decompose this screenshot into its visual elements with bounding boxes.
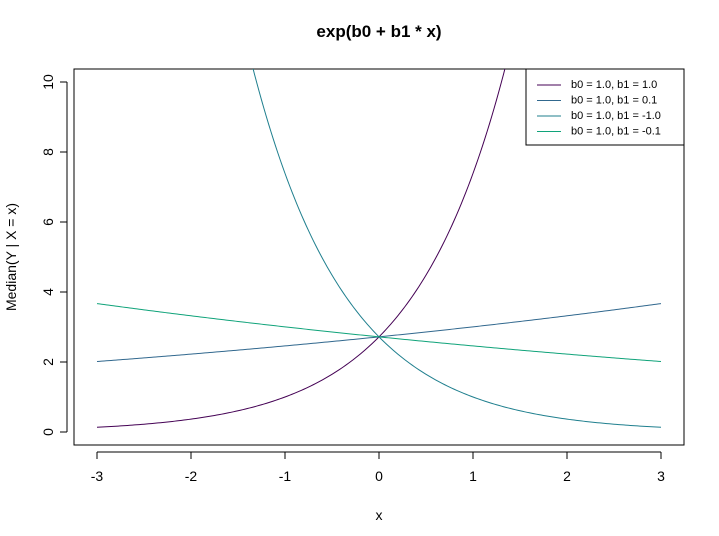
legend-box (525, 68, 685, 146)
x-tick-label: -2 (185, 468, 198, 484)
series-line-2 (96, 303, 662, 363)
x-tick-label: 2 (563, 468, 571, 484)
x-tick-label: -3 (91, 468, 104, 484)
y-tick-label: 8 (40, 148, 56, 156)
legend: b0 = 1.0, b1 = 1.0 b0 = 1.0, b1 = 0.1 b0 =… (525, 68, 685, 146)
y-tick-label: 2 (40, 358, 56, 366)
x-tick-label: 0 (375, 468, 383, 484)
legend-label-1: b0 = 1.0, b1 = 1.0 (571, 79, 657, 91)
series-line-3 (252, 69, 662, 428)
x-tick-label: 1 (469, 468, 477, 484)
y-axis: 0 2 4 6 8 10 (40, 74, 68, 436)
legend-label-4: b0 = 1.0, b1 = -0.1 (571, 126, 661, 138)
plot-area-frame (73, 68, 685, 446)
y-tick-label: 0 (40, 428, 56, 436)
chart-title: exp(b0 + b1 * x) (316, 22, 441, 41)
series-line-1 (96, 69, 506, 428)
curves-layer (96, 69, 662, 428)
y-tick-label: 10 (40, 74, 56, 90)
y-axis-label: Median(Y | X = x) (3, 203, 19, 311)
legend-label-3: b0 = 1.0, b1 = -1.0 (571, 110, 661, 122)
x-axis-label: x (376, 507, 383, 523)
legend-label-2: b0 = 1.0, b1 = 0.1 (571, 95, 657, 107)
x-axis: -3 -2 -1 0 1 2 3 (91, 451, 665, 484)
y-tick-label: 4 (40, 288, 56, 296)
series-line-4 (96, 303, 662, 363)
x-tick-label: -1 (279, 468, 292, 484)
y-tick-label: 6 (40, 218, 56, 226)
x-tick-label: 3 (657, 468, 665, 484)
